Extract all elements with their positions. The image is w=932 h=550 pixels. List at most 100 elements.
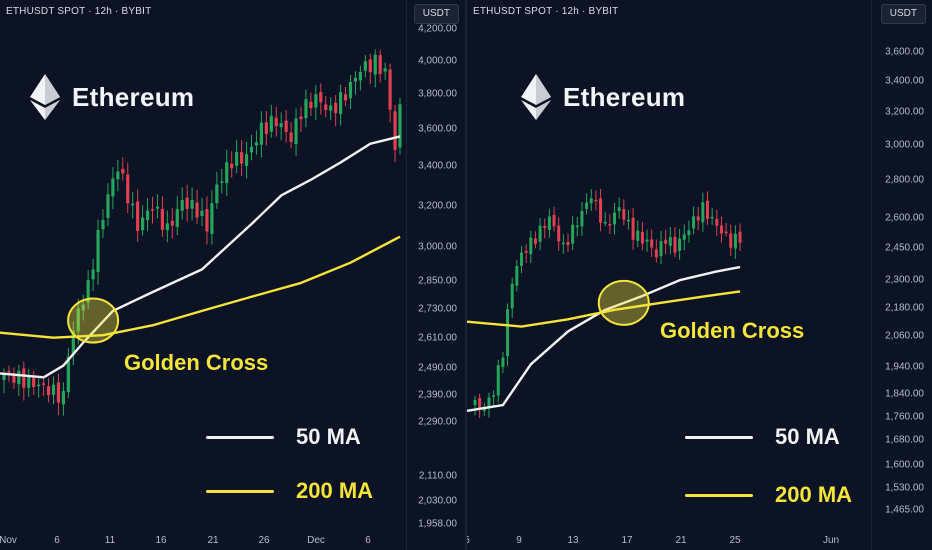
- price-tick-label: 2,730.00: [418, 303, 457, 315]
- candle: [363, 55, 367, 78]
- candle: [487, 392, 491, 418]
- price-tick-label: 2,490.00: [418, 362, 457, 374]
- candle-body: [279, 123, 283, 128]
- candle: [244, 142, 249, 179]
- price-tick-label: 2,110.00: [418, 470, 457, 482]
- candle-body: [515, 266, 519, 286]
- panel-divider: [465, 0, 467, 550]
- candle-body: [378, 55, 382, 74]
- price-axis[interactable]: USDT 3,600.00 3,400.00 3,200.00 3,000.00 2,8…: [871, 0, 932, 550]
- date-tick-label: 13: [567, 535, 579, 546]
- candle: [121, 157, 125, 181]
- brand-name: Ethereum: [72, 81, 195, 112]
- candle: [393, 105, 397, 163]
- price-tick-label: 1,530.00: [885, 482, 924, 494]
- candle-body: [668, 236, 672, 246]
- candle: [645, 229, 649, 252]
- candle-body: [56, 382, 61, 403]
- candle-body: [589, 198, 593, 204]
- date-tick-label: 26: [258, 535, 270, 546]
- candle: [106, 183, 110, 227]
- candle: [155, 194, 160, 219]
- candle-body: [650, 239, 654, 248]
- candle-body: [496, 365, 500, 396]
- candle-body: [269, 115, 273, 132]
- candle-body: [230, 163, 234, 169]
- candle-body: [37, 384, 41, 387]
- candle-body: [274, 117, 278, 127]
- candle-body: [12, 373, 16, 383]
- candle-body: [543, 226, 547, 229]
- right-price-chart[interactable]: [467, 0, 932, 550]
- price-tick-label: 2,180.00: [885, 302, 924, 313]
- symbol-title: ETHUSDT SPOT · 12h · BYBIT: [6, 6, 152, 17]
- price-tick-label: 2,300.00: [885, 274, 924, 286]
- candle: [116, 160, 120, 192]
- candle: [710, 207, 714, 225]
- candle-body: [66, 356, 70, 393]
- candle-body: [473, 399, 477, 406]
- ethereum-diamond-icon: [30, 74, 60, 120]
- candle-body: [299, 116, 303, 120]
- price-tick-label: 1,958.00: [418, 518, 457, 530]
- candle: [309, 92, 313, 117]
- candle-body: [116, 171, 120, 180]
- candle: [319, 83, 323, 115]
- candle-body: [580, 210, 584, 227]
- candle: [61, 382, 65, 416]
- candle: [264, 111, 268, 146]
- candle-body: [334, 102, 338, 114]
- price-tick-label: 1,840.00: [885, 388, 924, 400]
- price-tick-label: 3,400.00: [418, 160, 457, 172]
- candle: [520, 246, 523, 274]
- candle: [724, 222, 728, 237]
- candle-body: [319, 92, 323, 103]
- candle-body: [538, 225, 542, 242]
- currency-badge[interactable]: USDT: [880, 4, 926, 24]
- candle: [533, 231, 537, 249]
- brand-name: Ethereum: [563, 81, 686, 112]
- candle-body: [111, 178, 115, 197]
- price-tick-label: 3,600.00: [885, 46, 924, 58]
- candle-body: [631, 217, 635, 240]
- legend-50ma-label: 50 MA: [775, 424, 840, 449]
- candle: [589, 189, 593, 211]
- price-tick-label: 2,060.00: [885, 330, 924, 342]
- candle-body: [205, 209, 209, 232]
- candle-body: [682, 234, 686, 240]
- ma-200-line: [467, 290, 741, 328]
- price-tick-label: 2,030.00: [418, 495, 457, 507]
- candle-body: [86, 280, 90, 303]
- candle-body: [76, 308, 80, 332]
- price-tick-label: 1,600.00: [885, 459, 924, 471]
- left-price-chart[interactable]: [0, 0, 465, 550]
- candle-body: [640, 231, 644, 244]
- candle: [131, 191, 135, 219]
- candle: [473, 395, 477, 416]
- candle: [210, 190, 214, 245]
- candle: [339, 84, 343, 126]
- ma-50-line: [0, 135, 401, 379]
- candle-body: [195, 202, 199, 218]
- ma-200-line: [0, 235, 401, 339]
- candle: [538, 218, 542, 251]
- candle-body: [715, 218, 719, 226]
- candle: [580, 201, 584, 236]
- candle-body: [510, 283, 514, 309]
- candle: [195, 189, 199, 224]
- candle-body: [145, 210, 150, 221]
- candle: [269, 104, 273, 138]
- date-tick-label: 5: [467, 535, 470, 546]
- candle: [170, 208, 174, 239]
- candle-body: [487, 397, 491, 409]
- currency-badge[interactable]: USDT: [413, 4, 459, 24]
- candle: [496, 359, 500, 403]
- candle: [220, 168, 224, 194]
- price-tick-label: 2,600.00: [885, 212, 924, 224]
- candle-body: [710, 216, 714, 219]
- candle: [664, 229, 668, 255]
- price-axis[interactable]: USDT 4,200.00 4,000.00 3,800.00 3,600.00 3,4…: [406, 0, 465, 550]
- candle-body: [353, 77, 358, 82]
- candle: [566, 233, 570, 253]
